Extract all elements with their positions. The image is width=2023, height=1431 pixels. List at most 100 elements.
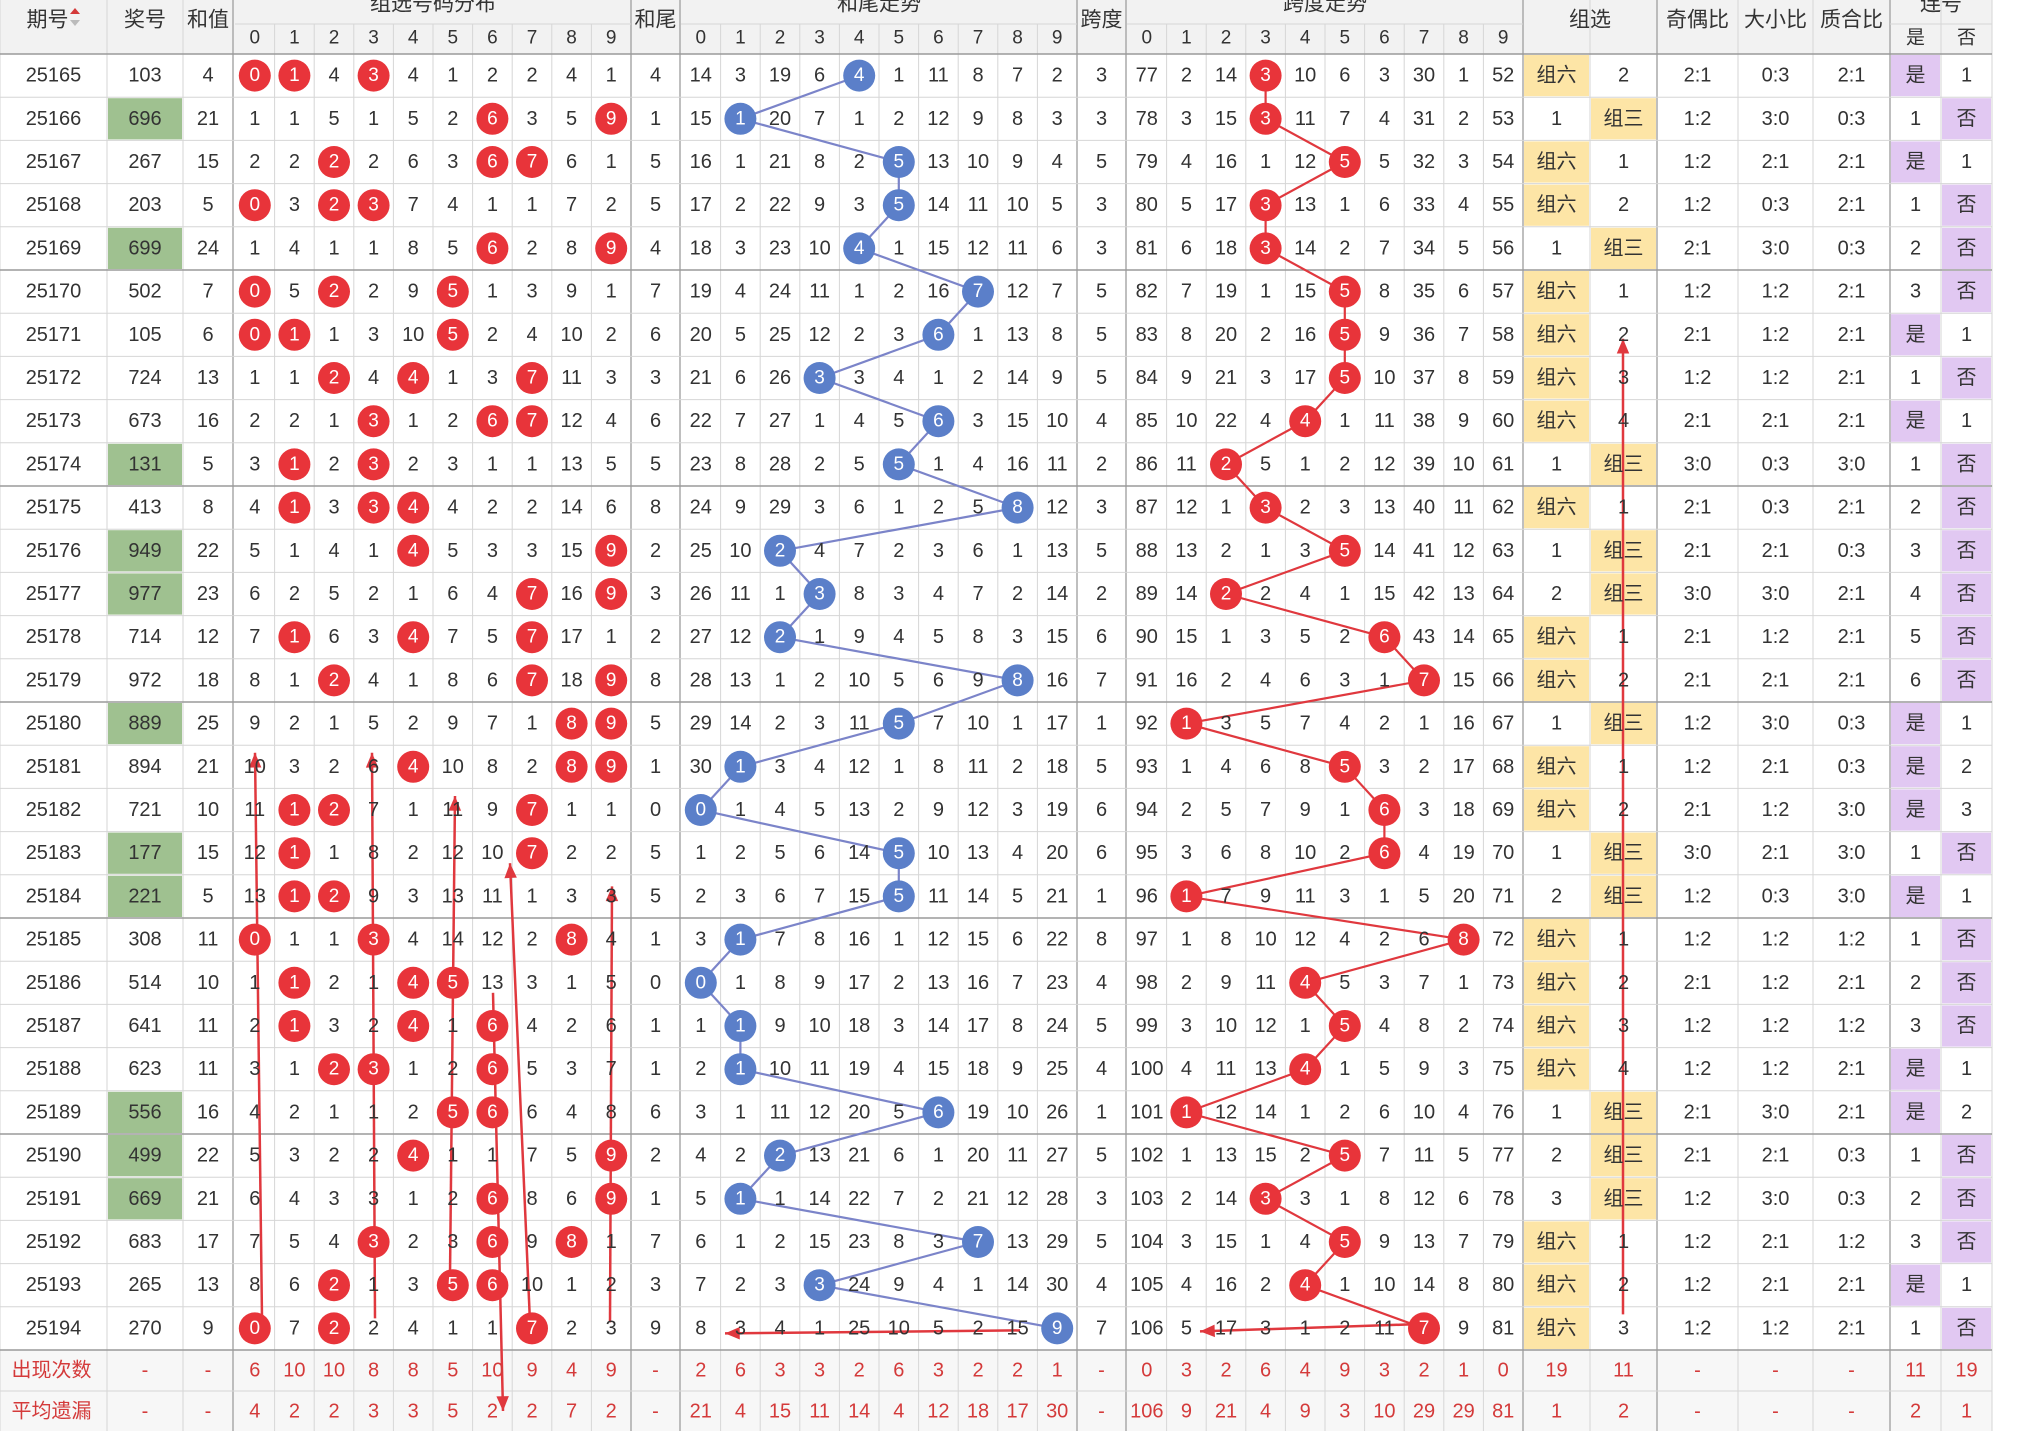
number-cell-zu3	[108, 573, 182, 615]
tail-miss-cell: 8	[972, 65, 983, 87]
consecutive-no-text: 3	[1961, 799, 1972, 821]
dist-ball	[278, 59, 311, 92]
tail-cell: 4	[650, 65, 661, 87]
dist-miss-cell: 4	[566, 1101, 577, 1123]
prime-cell: 3:0	[1838, 453, 1866, 475]
tail-ball-label: 2	[775, 627, 786, 648]
span-miss-cell: 13	[1452, 583, 1474, 605]
span-cell: 3	[1096, 65, 1107, 87]
sum-cell: 4	[202, 65, 213, 87]
tail-ball-label: 1	[735, 1016, 746, 1037]
dist-miss-cell: 8	[566, 237, 577, 259]
dist-ball-label: 6	[487, 1275, 498, 1296]
tail-miss-cell: 4	[893, 1058, 904, 1080]
tail-ball-label: 1	[735, 1059, 746, 1080]
tail-miss-cell: 2	[893, 540, 904, 562]
sum-cell: 22	[197, 1145, 219, 1167]
tail-ball	[724, 1010, 757, 1042]
tail-miss-cell: 6	[774, 885, 785, 907]
number-cell-zu3	[108, 443, 182, 485]
tail-miss-cell: 1	[695, 842, 706, 864]
span-miss-cell: 13	[1215, 1145, 1237, 1167]
issue-cell: 25186	[26, 972, 82, 994]
footer-tail-trend: 2	[854, 1360, 865, 1382]
tail-miss-cell: 18	[1046, 756, 1068, 778]
consecutive-yes-cell	[1891, 55, 1940, 97]
dist-ball-label: 8	[566, 756, 577, 777]
zu3-cell-text: 组三	[1604, 841, 1644, 864]
dist-ball-label: 7	[527, 584, 538, 605]
consecutive-no-text: 否	[1957, 669, 1977, 691]
dist-ball-label: 9	[606, 584, 617, 605]
dist-ball	[238, 923, 271, 956]
dist-ball-label: 4	[408, 756, 419, 777]
sum-cell: 7	[202, 281, 213, 303]
dist-miss-cell: 1	[526, 713, 537, 735]
tail-miss-cell: 7	[893, 1188, 904, 1210]
span-cell: 4	[1096, 410, 1107, 432]
tail-cell: 3	[650, 1274, 661, 1296]
dist-miss-cell: 12	[481, 929, 503, 951]
footer-dist: 4	[249, 1401, 260, 1423]
dist-ball	[357, 405, 390, 438]
dist-ball-label: 9	[606, 1145, 617, 1166]
tail-miss-cell: 3	[854, 194, 865, 216]
dist-miss-cell: 1	[368, 237, 379, 259]
tail-miss-cell: 3	[774, 1274, 785, 1296]
dist-miss-cell: 7	[447, 626, 458, 648]
tail-cell: 5	[650, 453, 661, 475]
tail-miss-cell: 4	[933, 1274, 944, 1296]
header-dist-digit: 7	[527, 28, 538, 49]
dist-miss-cell: 4	[408, 1317, 419, 1339]
tail-miss-cell: 27	[1046, 1145, 1068, 1167]
span-miss-cell: 13	[1254, 1058, 1276, 1080]
tail-miss-cell: 2	[1012, 583, 1023, 605]
dist-miss-cell: 2	[606, 324, 617, 346]
span-miss-cell: 101	[1130, 1101, 1163, 1123]
zu6-cell	[1524, 1264, 1589, 1306]
dist-miss-cell: 2	[606, 1274, 617, 1296]
footer-number: -	[142, 1401, 149, 1423]
sort-down-icon[interactable]	[70, 20, 80, 26]
dist-ball-label: 1	[289, 454, 300, 475]
span-miss-cell: 3	[1418, 799, 1429, 821]
tail-miss-cell: 1	[774, 583, 785, 605]
zu6-cell-text: 1	[1551, 1101, 1562, 1123]
zu6-cell	[1524, 271, 1589, 313]
tail-miss-cell: 12	[808, 1101, 830, 1123]
span-cell: 3	[1096, 1188, 1107, 1210]
header-dist-digit: 2	[329, 28, 340, 49]
footer-tail-trend: 11	[809, 1401, 830, 1423]
issue-cell: 25183	[26, 842, 82, 864]
dist-miss-cell: 5	[606, 972, 617, 994]
dist-miss-cell: 3	[368, 1188, 379, 1210]
dist-miss-cell: 1	[487, 1317, 498, 1339]
number-cell: 972	[128, 669, 161, 691]
dist-ball	[476, 1269, 509, 1302]
issue-cell: 25191	[26, 1188, 82, 1210]
tail-miss-cell: 14	[927, 1015, 949, 1037]
dist-miss-cell: 3	[487, 367, 498, 389]
tail-miss-cell: 11	[928, 885, 949, 907]
tail-miss-cell: 8	[972, 626, 983, 648]
dist-miss-cell: 4	[249, 497, 260, 519]
dist-ball	[397, 534, 430, 567]
dist-miss-cell: 8	[447, 669, 458, 691]
span-cell: 5	[1096, 1145, 1107, 1167]
span-miss-cell: 69	[1492, 799, 1514, 821]
consecutive-no-cell	[1942, 443, 1991, 485]
sort-up-icon[interactable]	[70, 8, 80, 14]
odd-even-cell: 2:1	[1684, 497, 1712, 519]
tail-miss-cell: 30	[690, 756, 712, 778]
span-miss-cell: 2	[1458, 1015, 1469, 1037]
tail-cell: 6	[650, 410, 661, 432]
span-cell: 5	[1096, 1015, 1107, 1037]
dist-ball	[595, 664, 628, 697]
dist-ball-label: 2	[329, 1318, 340, 1339]
dist-miss-cell: 1	[328, 237, 339, 259]
tail-miss-cell: 12	[927, 108, 949, 130]
sum-cell: 18	[197, 669, 219, 691]
footer-tail-trend: 2	[972, 1360, 983, 1382]
tail-miss-cell: 2	[893, 799, 904, 821]
span-miss-cell: 9	[1458, 1317, 1469, 1339]
